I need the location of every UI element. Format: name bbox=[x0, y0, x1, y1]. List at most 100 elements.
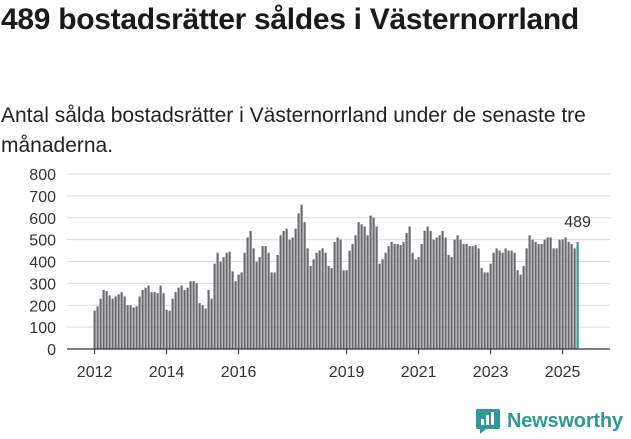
bar bbox=[450, 257, 453, 349]
highlight-value-label: 489 bbox=[564, 214, 591, 231]
bar bbox=[333, 241, 336, 349]
bar bbox=[414, 259, 417, 349]
bar bbox=[93, 310, 96, 349]
bar bbox=[522, 265, 525, 349]
bar bbox=[321, 248, 324, 349]
bar bbox=[186, 287, 189, 349]
bar bbox=[243, 252, 246, 349]
bar bbox=[138, 296, 141, 349]
bar bbox=[546, 237, 549, 349]
bar bbox=[408, 226, 411, 349]
bar bbox=[228, 251, 231, 349]
bar bbox=[447, 254, 450, 349]
bar bbox=[297, 213, 300, 349]
bar bbox=[516, 270, 519, 349]
bar bbox=[396, 244, 399, 349]
bar bbox=[309, 265, 312, 349]
bar bbox=[168, 310, 171, 349]
bar bbox=[141, 289, 144, 349]
y-tick-label: 600 bbox=[29, 211, 56, 228]
bar bbox=[300, 204, 303, 349]
bar bbox=[318, 250, 321, 349]
bar bbox=[471, 246, 474, 349]
brand-logo[interactable]: Newsworthy bbox=[475, 408, 623, 434]
bar bbox=[558, 239, 561, 349]
bar bbox=[375, 226, 378, 349]
bar bbox=[171, 298, 174, 349]
bar bbox=[345, 270, 348, 349]
bar bbox=[477, 248, 480, 349]
bar bbox=[120, 292, 123, 349]
bar bbox=[270, 272, 273, 349]
bar bbox=[204, 308, 207, 349]
bar bbox=[357, 222, 360, 349]
y-tick-label: 300 bbox=[29, 276, 56, 293]
bar bbox=[420, 244, 423, 349]
bar bbox=[366, 235, 369, 349]
bar bbox=[99, 298, 102, 349]
bar bbox=[552, 248, 555, 349]
bar bbox=[480, 268, 483, 349]
bar bbox=[144, 287, 147, 349]
bar bbox=[96, 306, 99, 349]
bar bbox=[417, 257, 420, 349]
bar bbox=[150, 292, 153, 349]
bar bbox=[399, 245, 402, 349]
bar bbox=[531, 239, 534, 349]
bar bbox=[348, 250, 351, 349]
bar bbox=[246, 237, 249, 349]
chart-title: 489 bostadsrätter såldes i Västernorrlan… bbox=[1, 3, 579, 36]
bar bbox=[213, 263, 216, 349]
bar bbox=[153, 292, 156, 349]
x-tick-label: 2014 bbox=[149, 364, 185, 381]
bar bbox=[306, 248, 309, 349]
x-tick-label: 2019 bbox=[329, 364, 365, 381]
bar bbox=[540, 244, 543, 349]
bar bbox=[126, 305, 129, 349]
bar bbox=[432, 239, 435, 349]
bar bbox=[234, 281, 237, 349]
bar bbox=[165, 309, 168, 349]
bar bbox=[339, 239, 342, 349]
bar bbox=[426, 226, 429, 349]
chart-subtitle: Antal sålda bostadsrätter i Västernorrla… bbox=[1, 104, 586, 157]
bar bbox=[123, 296, 126, 349]
bar bbox=[105, 291, 108, 349]
bar bbox=[108, 295, 111, 349]
bar bbox=[324, 252, 327, 349]
bar bbox=[441, 230, 444, 349]
bar bbox=[336, 237, 339, 349]
bar bbox=[327, 265, 330, 349]
bar bbox=[519, 274, 522, 349]
bar bbox=[570, 244, 573, 349]
bar bbox=[492, 252, 495, 349]
bar bbox=[249, 230, 252, 349]
bar bbox=[291, 237, 294, 349]
bar bbox=[351, 244, 354, 349]
bar bbox=[156, 293, 159, 349]
bar bbox=[216, 252, 219, 349]
bar bbox=[444, 237, 447, 349]
bar bbox=[498, 250, 501, 349]
bar bbox=[501, 252, 504, 349]
bar bbox=[225, 252, 228, 349]
bar bbox=[561, 239, 564, 349]
bar bbox=[513, 252, 516, 349]
bar bbox=[276, 254, 279, 349]
bar bbox=[264, 246, 267, 349]
y-tick-label: 800 bbox=[29, 167, 56, 184]
bar bbox=[237, 274, 240, 349]
bar bbox=[525, 248, 528, 349]
bar bbox=[423, 230, 426, 349]
bar bbox=[102, 289, 105, 349]
bar bbox=[486, 272, 489, 349]
bar bbox=[459, 239, 462, 349]
bar bbox=[402, 241, 405, 349]
bar bbox=[468, 246, 471, 349]
bar bbox=[210, 298, 213, 349]
y-tick-label: 0 bbox=[47, 342, 56, 359]
bar bbox=[567, 241, 570, 349]
bar bbox=[504, 248, 507, 349]
bar bbox=[222, 257, 225, 349]
bar bbox=[192, 281, 195, 349]
